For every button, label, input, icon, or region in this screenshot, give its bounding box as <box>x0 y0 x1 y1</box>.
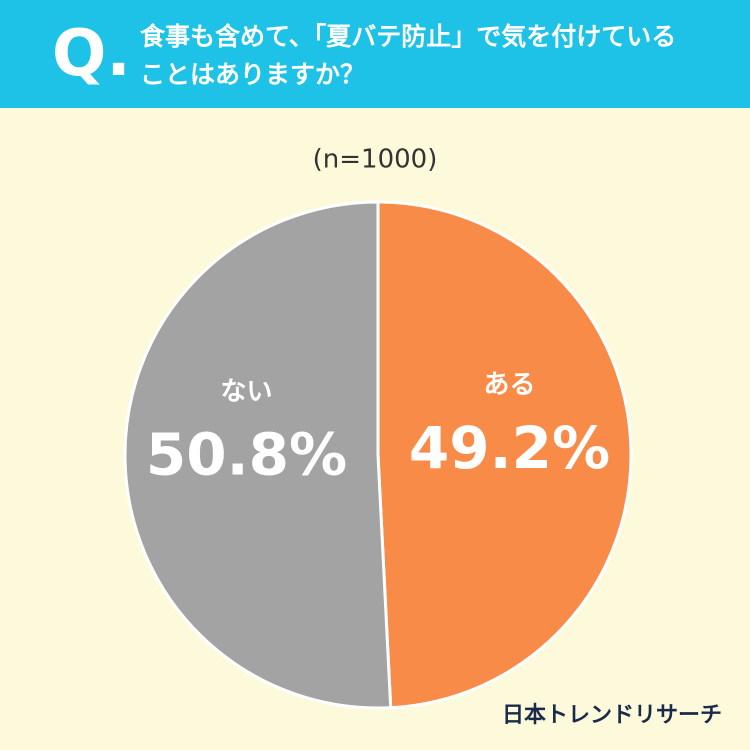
brand-label: 日本トレンドリサーチ <box>502 703 722 728</box>
pie-slice <box>123 200 393 710</box>
question-mark: Q. <box>52 17 131 91</box>
pie-slice <box>376 200 633 710</box>
chart-subtitle: (n=1000) <box>313 145 438 175</box>
slice-value-label: 50.8% <box>146 420 347 488</box>
question-header: Q. 食事も含めて、「夏バテ防止」で気を付けていることはありますか？ <box>0 0 750 108</box>
slice-category-label: ない <box>220 377 272 407</box>
chart: (n=1000) 日本トレンドリサーチ ある 49.2% ない 50.8% <box>123 145 722 728</box>
slice-value-label: 49.2% <box>409 414 610 482</box>
chart-title: 食事も含めて、「夏バテ防止」で気を付けていることはありますか？ <box>140 22 677 89</box>
slice-category-label: ある <box>484 370 536 400</box>
